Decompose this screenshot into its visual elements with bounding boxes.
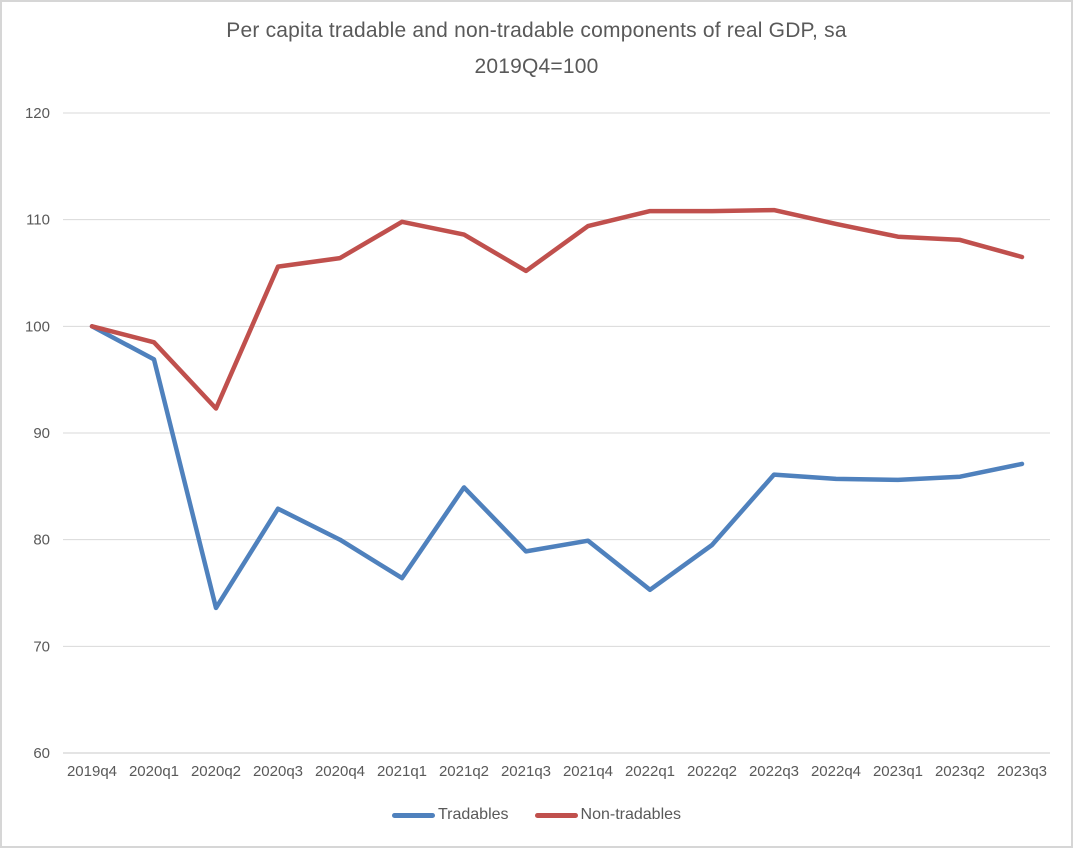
y-tick-label: 120 xyxy=(25,105,50,122)
series-line-tradables xyxy=(89,324,1025,611)
y-tick-label: 110 xyxy=(26,212,50,229)
x-tick-label: 2022q1 xyxy=(625,763,675,780)
y-tick-label: 60 xyxy=(33,745,50,762)
legend: Tradables Non-tradables xyxy=(2,806,1071,824)
plot-area: 60 70 80 90 100 110 120 2019q4 2020q1 2020q2 2020q… xyxy=(25,105,1050,780)
x-tick-label: 2022q4 xyxy=(811,763,861,780)
y-tick-label: 70 xyxy=(33,638,50,655)
x-tick-label: 2022q2 xyxy=(687,763,737,780)
x-tick-label: 2022q3 xyxy=(749,763,799,780)
y-tick-label: 80 xyxy=(33,532,50,549)
x-tick-label: 2019q4 xyxy=(67,763,117,780)
x-tick-label: 2023q1 xyxy=(873,763,923,780)
x-tick-label: 2020q1 xyxy=(129,763,179,780)
x-tick-label: 2021q3 xyxy=(501,763,551,780)
x-tick-label: 2021q2 xyxy=(439,763,489,780)
x-tick-label: 2020q2 xyxy=(191,763,241,780)
chart-subtitle: 2019Q4=100 xyxy=(474,55,599,78)
legend-label-non-tradables: Non-tradables xyxy=(580,806,682,823)
tradables-line-swatch xyxy=(391,812,435,818)
x-tick-label: 2020q3 xyxy=(253,763,303,780)
x-tick-label: 2023q3 xyxy=(997,763,1047,780)
legend-item-tradables: Tradables xyxy=(391,806,509,824)
non-tradables-line-swatch xyxy=(534,812,578,818)
legend-label-tradables: Tradables xyxy=(437,806,509,823)
legend-item-non-tradables: Non-tradables xyxy=(534,806,682,824)
x-tick-label: 2021q4 xyxy=(563,763,613,780)
x-tick-label: 2023q2 xyxy=(935,763,985,780)
y-tick-label: 90 xyxy=(33,425,50,442)
x-tick-label: 2020q4 xyxy=(315,763,365,780)
chart-title: Per capita tradable and non-tradable com… xyxy=(226,19,847,42)
y-tick-label: 100 xyxy=(25,318,50,335)
series-line-non-tradables xyxy=(89,207,1025,411)
x-tick-label: 2021q1 xyxy=(377,763,427,780)
